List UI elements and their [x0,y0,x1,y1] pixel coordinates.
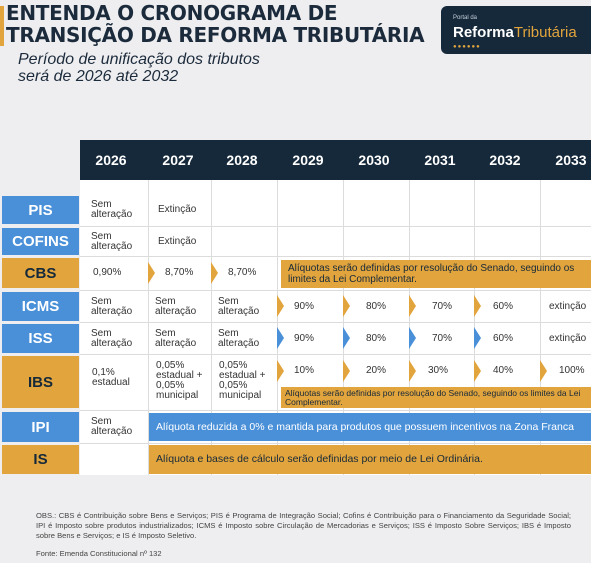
grid-line [80,256,591,257]
chevron-right-icon [474,360,481,382]
ibs-2032: 40% [493,365,514,376]
chevron-right-icon [540,360,547,382]
row-label-icms: ICMS [2,292,79,321]
ibs-2029: 10% [294,365,315,376]
grid-line [80,322,591,323]
icms-2029: 90% [294,300,315,312]
logo-wordmark: ReformaTributária [453,24,577,41]
row-label-is: IS [2,445,79,474]
chevron-right-icon [409,360,416,382]
ibs-2030: 20% [366,365,387,376]
icms-2031: 70% [432,300,453,312]
obs-note: OBS.: CBS é Contribuição sobre Bens e Se… [36,511,571,540]
icms-2028: Sem alteração [218,295,260,317]
year-2031: 2031 [424,152,456,168]
logo-word-1: Reforma [453,24,514,41]
iss-2029: 90% [294,332,315,344]
row-label-ipi: IPI [2,412,79,442]
row-label-cbs: CBS [2,258,79,288]
chevron-right-icon [474,327,481,349]
chevron-right-icon [277,295,284,317]
year-2026: 2026 [95,152,127,168]
grid-line [80,354,591,355]
row-label-pis: PIS [2,196,79,224]
grid-line [80,290,591,291]
row-label-ibs: IBS [2,356,79,408]
year-2029: 2029 [292,152,324,168]
year-2030: 2030 [358,152,390,168]
cbs-2028: 8,70% [228,267,257,278]
title-line-1: ENTENDA O CRONOGRAMA DE [6,1,338,25]
grid-line [540,180,541,475]
chevron-right-icon [343,295,350,317]
year-header-bar [80,140,591,180]
icms-2032: 60% [493,300,514,312]
iss-2027: Sem alteração [155,327,197,349]
ipi-2026: Sem alteração [91,416,133,437]
grid-line [80,226,591,227]
icms-2026: Sem alteração [91,295,133,317]
title-accent-bar [0,6,4,46]
year-2028: 2028 [226,152,258,168]
logo-word-2: Tributária [513,24,577,41]
year-2033: 2033 [555,152,587,168]
is-band: Alíquota e bases de cálculo serão defini… [149,445,591,474]
grid-line [211,180,212,475]
row-label-cofins: COFINS [2,228,79,255]
grid-line [148,180,149,475]
iss-2028: Sem alteração [218,327,260,349]
icms-2027: Sem alteração [155,295,197,317]
title-line-2: TRANSIÇÃO DA REFORMA TRIBUTÁRIA [6,23,425,47]
chevron-right-icon [343,327,350,349]
grid-line [80,443,591,444]
subtitle-line-2: será de 2026 até 2032 [18,68,179,85]
chevron-right-icon [211,262,218,284]
iss-2032: 60% [493,332,514,344]
logo-small-text: Portal da [453,15,478,21]
ibs-2031: 30% [428,365,449,376]
chevron-right-icon [277,360,284,382]
chevron-right-icon [409,295,416,317]
grid-line [80,410,591,411]
ibs-band: Alíquotas serão definidas por resolução … [281,387,591,408]
chevron-right-icon [409,327,416,349]
year-2027: 2027 [162,152,194,168]
logo-dots: ●●●●●● [453,44,481,50]
subtitle-line-1: Período de unificação dos tributos [18,51,260,68]
iss-2033: extinção [549,332,587,344]
year-2032: 2032 [489,152,521,168]
ipi-band: Alíquota reduzida a 0% e mantida para pr… [149,413,591,441]
row-label-iss: ISS [2,324,79,353]
chevron-right-icon [277,327,284,349]
source-note: Fonte: Emenda Constitucional nº 132 [36,549,162,558]
chevron-right-icon [474,295,481,317]
cbs-2027: 8,70% [165,267,194,278]
pis-2027: Extinção [158,204,197,215]
ibs-2028: 0,05% estadual + 0,05% municipal [219,360,266,401]
cofins-2027: Extinção [158,235,197,247]
ibs-2033: 100% [559,365,585,376]
cofins-2026: Sem alteração [91,230,133,252]
iss-2030: 80% [366,332,387,344]
icms-2030: 80% [366,300,387,312]
brand-logo: Portal da ReformaTributária ●●●●●● [441,6,591,54]
page-title: ENTENDA O CRONOGRAMA DE TRANSIÇÃO DA REF… [6,1,425,47]
cbs-band: Alíquotas serão definidas por resolução … [281,260,591,288]
page-subtitle: Período de unificação dos tributos será … [18,51,260,85]
ibs-2026: 0,1% estadual [92,367,130,388]
chevron-right-icon [148,262,155,284]
cbs-2026: 0,90% [93,267,122,278]
ibs-2027: 0,05% estadual + 0,05% municipal [156,360,203,401]
icms-2033: extinção [549,300,587,312]
iss-2031: 70% [432,332,453,344]
iss-2026: Sem alteração [91,327,133,349]
chevron-right-icon [343,360,350,382]
pis-2026: Sem alteração [91,199,133,220]
